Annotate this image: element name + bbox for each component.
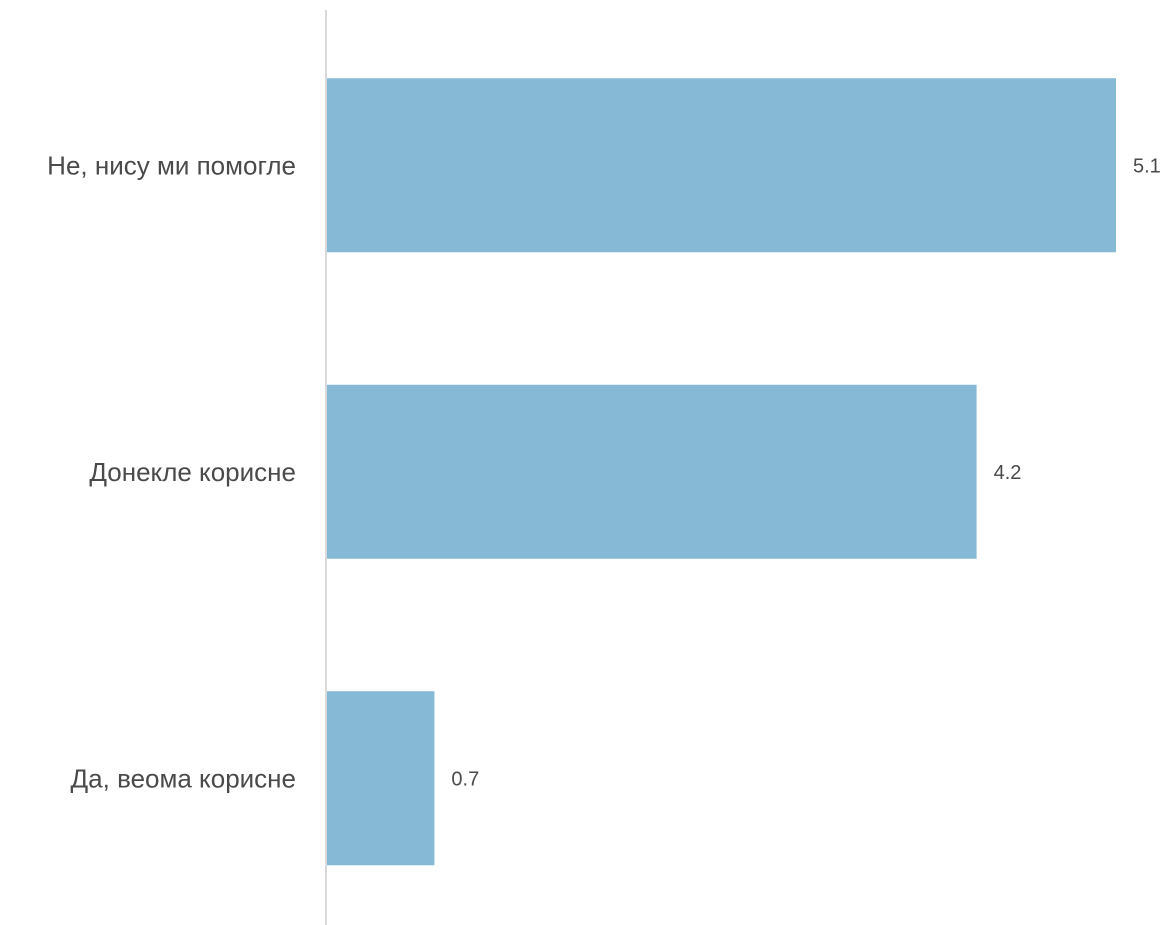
bars-layer — [326, 78, 1116, 866]
bar — [326, 691, 435, 866]
category-label: Да, веома корисне — [71, 763, 296, 793]
bar — [326, 384, 977, 559]
data-label: 5.1 — [1133, 155, 1161, 177]
category-label: Не, нису ми помогле — [47, 150, 296, 180]
category-label: Донекле корисне — [89, 457, 296, 487]
data-label: 4.2 — [994, 462, 1022, 484]
bar — [326, 78, 1116, 253]
data-label: 0.7 — [451, 768, 479, 790]
